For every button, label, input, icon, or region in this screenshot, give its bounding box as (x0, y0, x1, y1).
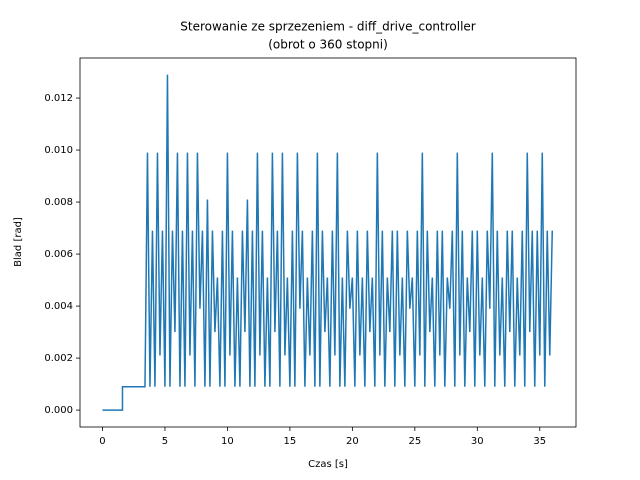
x-tick-label: 30 (471, 436, 484, 447)
y-tick-label: 0.010 (44, 145, 73, 156)
y-tick-label: 0.004 (44, 301, 73, 312)
y-axis-label: Blad [rad] (13, 217, 24, 267)
data-line (102, 74, 554, 411)
x-axis-label: Czas [s] (308, 459, 348, 470)
y-tick-label: 0.012 (44, 93, 73, 104)
x-tick-label: 0 (99, 436, 105, 447)
x-tick-label: 5 (162, 436, 168, 447)
x-tick-label: 25 (408, 436, 421, 447)
chart-title: Sterowanie ze sprzezeniem - diff_drive_c… (180, 20, 476, 34)
plot-frame (79, 57, 577, 428)
x-tick-label: 10 (221, 436, 234, 447)
y-tick-label: 0.006 (44, 249, 73, 260)
y-tick-label: 0.002 (44, 353, 73, 364)
x-tick-label: 20 (346, 436, 359, 447)
y-tick-label: 0.008 (44, 197, 73, 208)
x-tick-label: 35 (533, 436, 546, 447)
y-tick-label: 0.000 (44, 405, 73, 416)
x-tick-label: 15 (284, 436, 297, 447)
chart-title: (obrot o 360 stopni) (268, 38, 388, 52)
